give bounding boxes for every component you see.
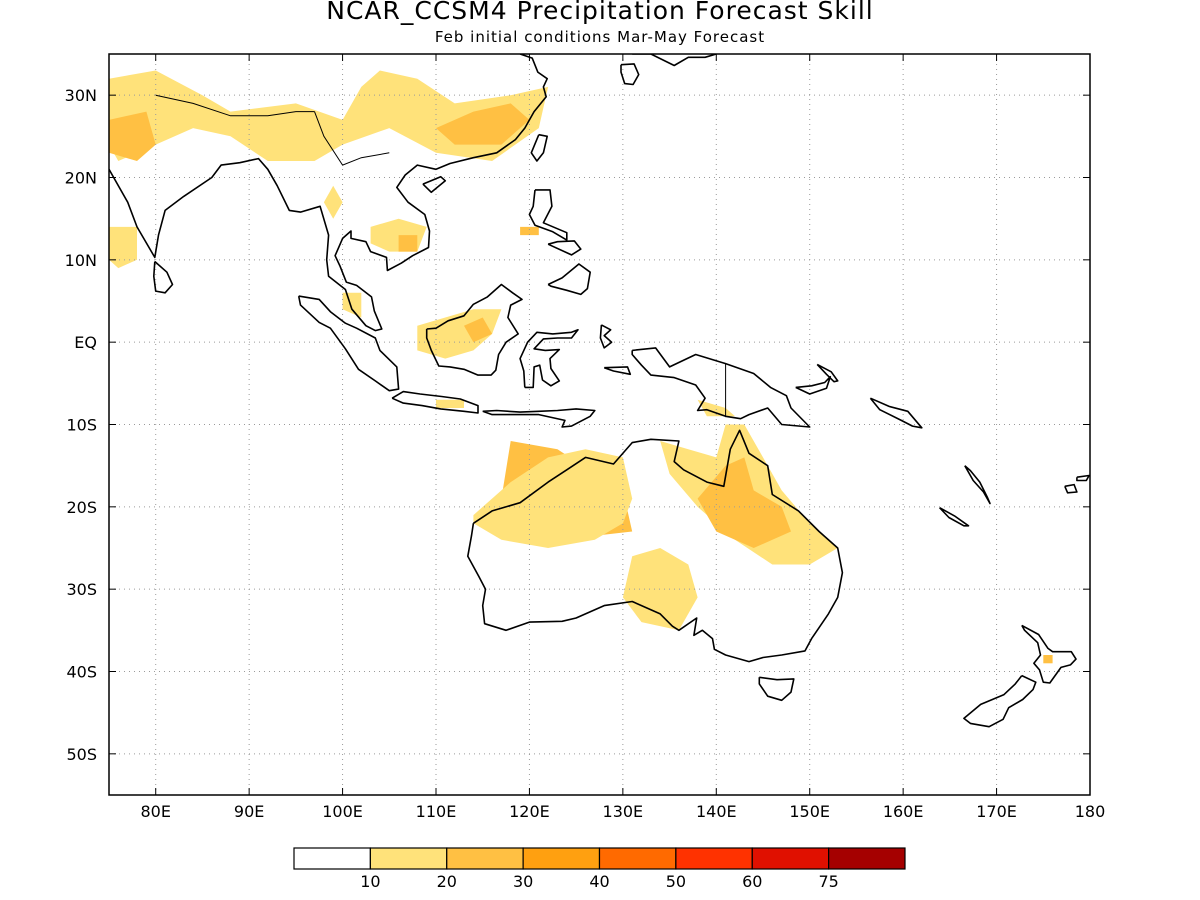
map-subtitle: Feb initial conditions Mar-May Forecast	[434, 28, 766, 46]
skill-region-6	[398, 235, 418, 252]
coastline-tasmania	[758, 676, 795, 702]
lon-tick-label: 90E	[234, 802, 264, 821]
skill-region-17	[436, 399, 464, 408]
coastline-mindanao	[547, 263, 592, 296]
lat-tick-label: EQ	[74, 333, 97, 352]
lat-tick-label: 20N	[65, 169, 97, 188]
coastline-asia-mainland	[109, 54, 549, 332]
coastline-hainan	[422, 175, 447, 194]
coastline-seram	[603, 366, 632, 376]
lon-tick-label: 120E	[509, 802, 550, 821]
colorbar-label: 10	[360, 872, 380, 891]
coastline-fiji	[1064, 483, 1078, 494]
skill-region-15	[622, 548, 698, 631]
colorbar-box	[751, 847, 830, 870]
colorbar-box	[446, 847, 524, 870]
coastline-sulawesi	[519, 328, 579, 389]
coastline-new-britain	[795, 375, 832, 395]
coastline-sri-lanka	[153, 260, 174, 294]
gridlines	[109, 54, 1090, 795]
lon-tick-label: 180	[1075, 802, 1106, 821]
coastline-halmahera	[599, 324, 613, 349]
coastline-java	[391, 390, 479, 414]
coastline-lesser-sunda	[482, 408, 596, 428]
coastline-new-guinea	[631, 347, 811, 428]
colorbar-box	[293, 847, 371, 870]
skill-region-1	[109, 111, 156, 161]
lon-tick-label: 130E	[603, 802, 644, 821]
skill-shading-layer	[109, 70, 1053, 664]
coastline-new-zealand-north	[1021, 624, 1077, 684]
colorbar-label: 60	[742, 872, 762, 891]
lat-tick-label: 20S	[66, 498, 97, 517]
border-layer	[155, 94, 727, 418]
colorbar-box	[598, 847, 677, 870]
border-indochina-border	[314, 111, 390, 166]
border-himalaya-border	[155, 94, 315, 117]
lat-tick-label: 50S	[66, 745, 97, 764]
coastline-japan-honshu	[632, 54, 717, 67]
coastline-visayas	[547, 240, 582, 256]
coastline-solomon-islands	[869, 397, 923, 429]
map-title: NCAR_CCSM4 Precipitation Forecast Skill	[326, 0, 874, 25]
coastline-sumatra	[297, 295, 400, 392]
skill-region-4	[323, 185, 343, 219]
lon-tick-label: 160E	[883, 802, 924, 821]
skill-region-12	[473, 449, 633, 548]
coastline-vanuatu	[964, 465, 991, 505]
skill-region-14	[697, 457, 791, 548]
longitude-ticks: 80E 90E 100E 110E 120E 130E 140E 150E 160E 170E 18…	[140, 54, 1105, 821]
skill-region-10	[520, 226, 539, 236]
skill-region-8	[464, 317, 493, 343]
lon-tick-label: 170E	[976, 802, 1017, 821]
colorbar-label: 50	[666, 872, 686, 891]
latitude-ticks: 30N 20N 10N EQ 10S 20S 30S 40S 50S	[65, 86, 1090, 764]
coastline-borneo	[425, 283, 523, 376]
lat-tick-label: 30S	[66, 580, 97, 599]
skill-region-3	[109, 226, 137, 269]
colorbar-box	[675, 847, 753, 870]
coastline-new-ireland	[816, 363, 839, 383]
coastline-luzon	[528, 189, 568, 241]
lon-tick-label: 140E	[696, 802, 737, 821]
colorbar-label: 40	[589, 872, 609, 891]
lon-tick-label: 110E	[416, 802, 457, 821]
coastline-layer	[109, 54, 1090, 728]
colorbar-box	[369, 847, 448, 870]
colorbar-label: 20	[437, 872, 457, 891]
lat-tick-label: 10S	[66, 416, 97, 435]
coastline-japan-kyushu	[620, 63, 640, 86]
colorbar-box	[828, 847, 906, 870]
colorbar-label: 75	[818, 872, 838, 891]
lon-tick-label: 80E	[140, 802, 170, 821]
lon-tick-label: 100E	[322, 802, 363, 821]
colorbar-box	[522, 847, 601, 870]
lat-tick-label: 40S	[66, 663, 97, 682]
lat-tick-label: 10N	[65, 251, 97, 270]
skill-region-18	[1043, 655, 1053, 664]
coastline-taiwan	[530, 133, 549, 162]
skill-region-0	[109, 70, 549, 161]
skill-region-2	[436, 103, 530, 145]
coastline-australia	[466, 429, 844, 663]
coastline-new-caledonia	[939, 506, 970, 527]
coastline-new-zealand-south	[963, 674, 1037, 728]
coastline-fiji-vanua-levu	[1076, 474, 1090, 482]
skill-region-9	[342, 292, 362, 318]
colorbar-label: 30	[513, 872, 533, 891]
colorbar: 10 20 30 40 50 60 75	[293, 847, 906, 891]
lat-tick-label: 30N	[65, 86, 97, 105]
lon-tick-label: 150E	[789, 802, 830, 821]
